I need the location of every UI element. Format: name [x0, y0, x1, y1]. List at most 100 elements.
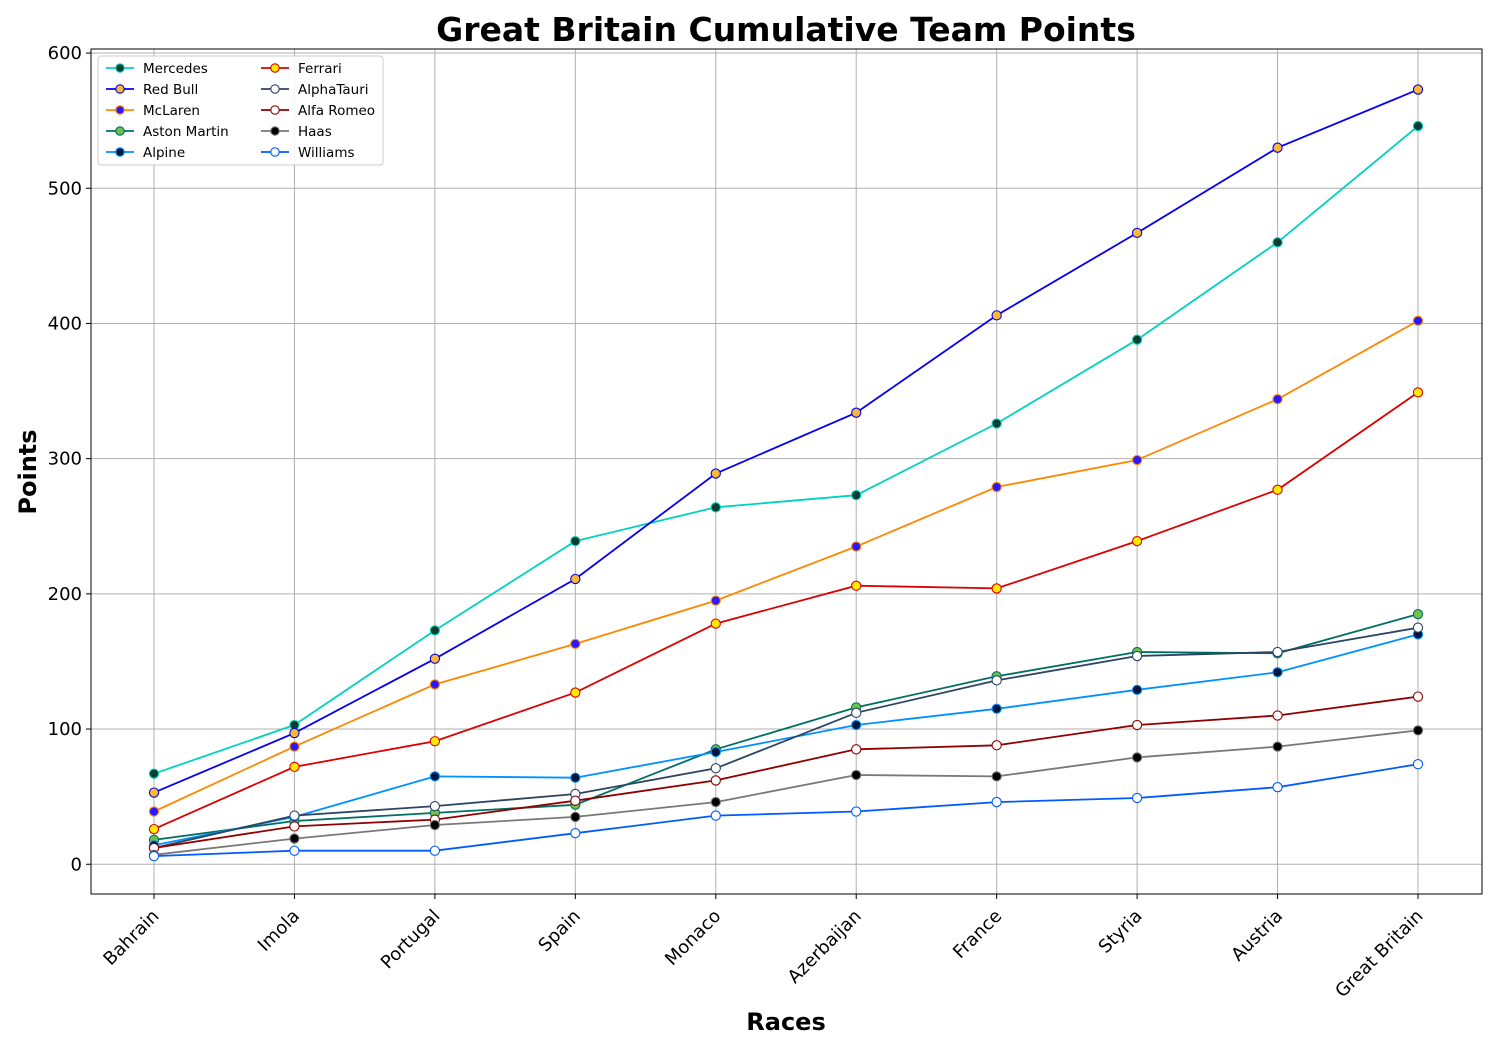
data-point [851, 407, 862, 418]
series-line [153, 613, 1419, 841]
data-point [148, 787, 160, 798]
data-point [710, 502, 721, 513]
legend-label: Mercedes [143, 61, 208, 77]
x-tick-label: Azerbaijan [784, 906, 866, 988]
y-tick-label: 0 [71, 854, 82, 875]
data-point [1272, 710, 1283, 721]
data-point [1412, 622, 1424, 633]
data-point [710, 595, 721, 606]
data-point [429, 845, 441, 856]
data-point [1412, 120, 1424, 132]
data-point [570, 811, 581, 823]
series-line [153, 88, 1419, 794]
data-point [289, 727, 300, 739]
x-tick-label: Great Britain [1331, 906, 1427, 1002]
data-point [289, 821, 300, 832]
data-point [429, 800, 441, 812]
series-line [153, 729, 1419, 856]
data-point [851, 707, 862, 718]
series-line [153, 695, 1419, 849]
data-point [991, 583, 1002, 594]
x-axis-ticks: Bahrain Imola Portugal Spain Monaco Azerbaija… [99, 894, 1428, 1002]
series-alphatauri [148, 622, 1424, 854]
legend-item-alpine: Alpine [106, 145, 185, 161]
data-point [851, 580, 862, 591]
y-tick-label: 400 [48, 313, 82, 334]
data-point [1131, 227, 1143, 239]
data-point [1412, 608, 1424, 620]
legend-item-ferrari: Ferrari [261, 61, 342, 77]
x-tick-label: Imola [254, 906, 304, 956]
data-point [1131, 334, 1143, 345]
data-point [148, 806, 160, 817]
legend-label: Haas [298, 124, 332, 140]
data-point [429, 679, 441, 690]
data-point [851, 769, 862, 781]
data-point [1131, 684, 1143, 695]
data-point [148, 768, 160, 779]
data-point [570, 828, 581, 839]
data-point [1272, 142, 1283, 153]
data-point [570, 573, 581, 585]
data-point [1272, 237, 1283, 248]
legend-label: Aston Martin [143, 124, 229, 140]
data-point [851, 490, 862, 501]
data-point [429, 653, 441, 664]
x-tick-label: Monaco [661, 906, 725, 970]
legend-label: Williams [298, 145, 355, 161]
legend-marker [115, 147, 125, 157]
data-point [570, 687, 581, 698]
data-point [991, 796, 1002, 808]
legend-item-williams: Williams [261, 145, 355, 161]
x-tick-label: Bahrain [99, 906, 163, 970]
data-point [1272, 394, 1283, 405]
series-haas [148, 725, 1424, 860]
legend-marker [270, 126, 280, 136]
data-point [429, 736, 441, 747]
series-alfa-romeo [148, 691, 1424, 854]
data-point [991, 310, 1002, 321]
data-point [710, 746, 721, 758]
y-axis-label: Points [14, 429, 42, 514]
data-point [1131, 719, 1143, 731]
data-point [429, 819, 441, 831]
legend-marker [115, 105, 125, 115]
data-point [1131, 792, 1143, 804]
legend-item-mclaren: McLaren [106, 103, 200, 119]
data-point [570, 638, 581, 650]
data-point [1131, 454, 1143, 466]
data-point [851, 719, 862, 731]
data-point [710, 763, 721, 774]
x-axis-label: Races [746, 1008, 825, 1036]
legend-label: Red Bull [143, 82, 198, 98]
data-point [570, 535, 581, 547]
series-line [153, 633, 1419, 847]
y-axis-ticks: 0 100 200 300 400 500 600 [48, 43, 91, 875]
legend-item-alfa-romeo: Alfa Romeo [261, 103, 375, 119]
legend-label: Alpine [143, 145, 185, 161]
series-line [153, 763, 1419, 857]
y-tick-label: 500 [48, 178, 82, 199]
data-point [851, 541, 862, 552]
data-point [289, 741, 300, 752]
data-point [570, 795, 581, 806]
data-point [1272, 484, 1283, 495]
data-point [991, 481, 1002, 493]
data-point [429, 625, 441, 636]
data-point [991, 675, 1002, 686]
x-tick-label: Styria [1095, 906, 1147, 958]
data-point [429, 771, 441, 782]
legend-marker [115, 63, 125, 73]
series-mercedes [148, 120, 1424, 779]
series-line [153, 125, 1419, 775]
legend-marker [270, 147, 280, 157]
data-point [991, 740, 1002, 751]
legend-label: Ferrari [298, 61, 342, 77]
data-point [710, 796, 721, 808]
data-point [1272, 782, 1283, 793]
data-point [1412, 315, 1424, 326]
legend-label: AlphaTauri [298, 82, 369, 98]
data-point [289, 845, 300, 856]
series-lines [148, 84, 1424, 862]
